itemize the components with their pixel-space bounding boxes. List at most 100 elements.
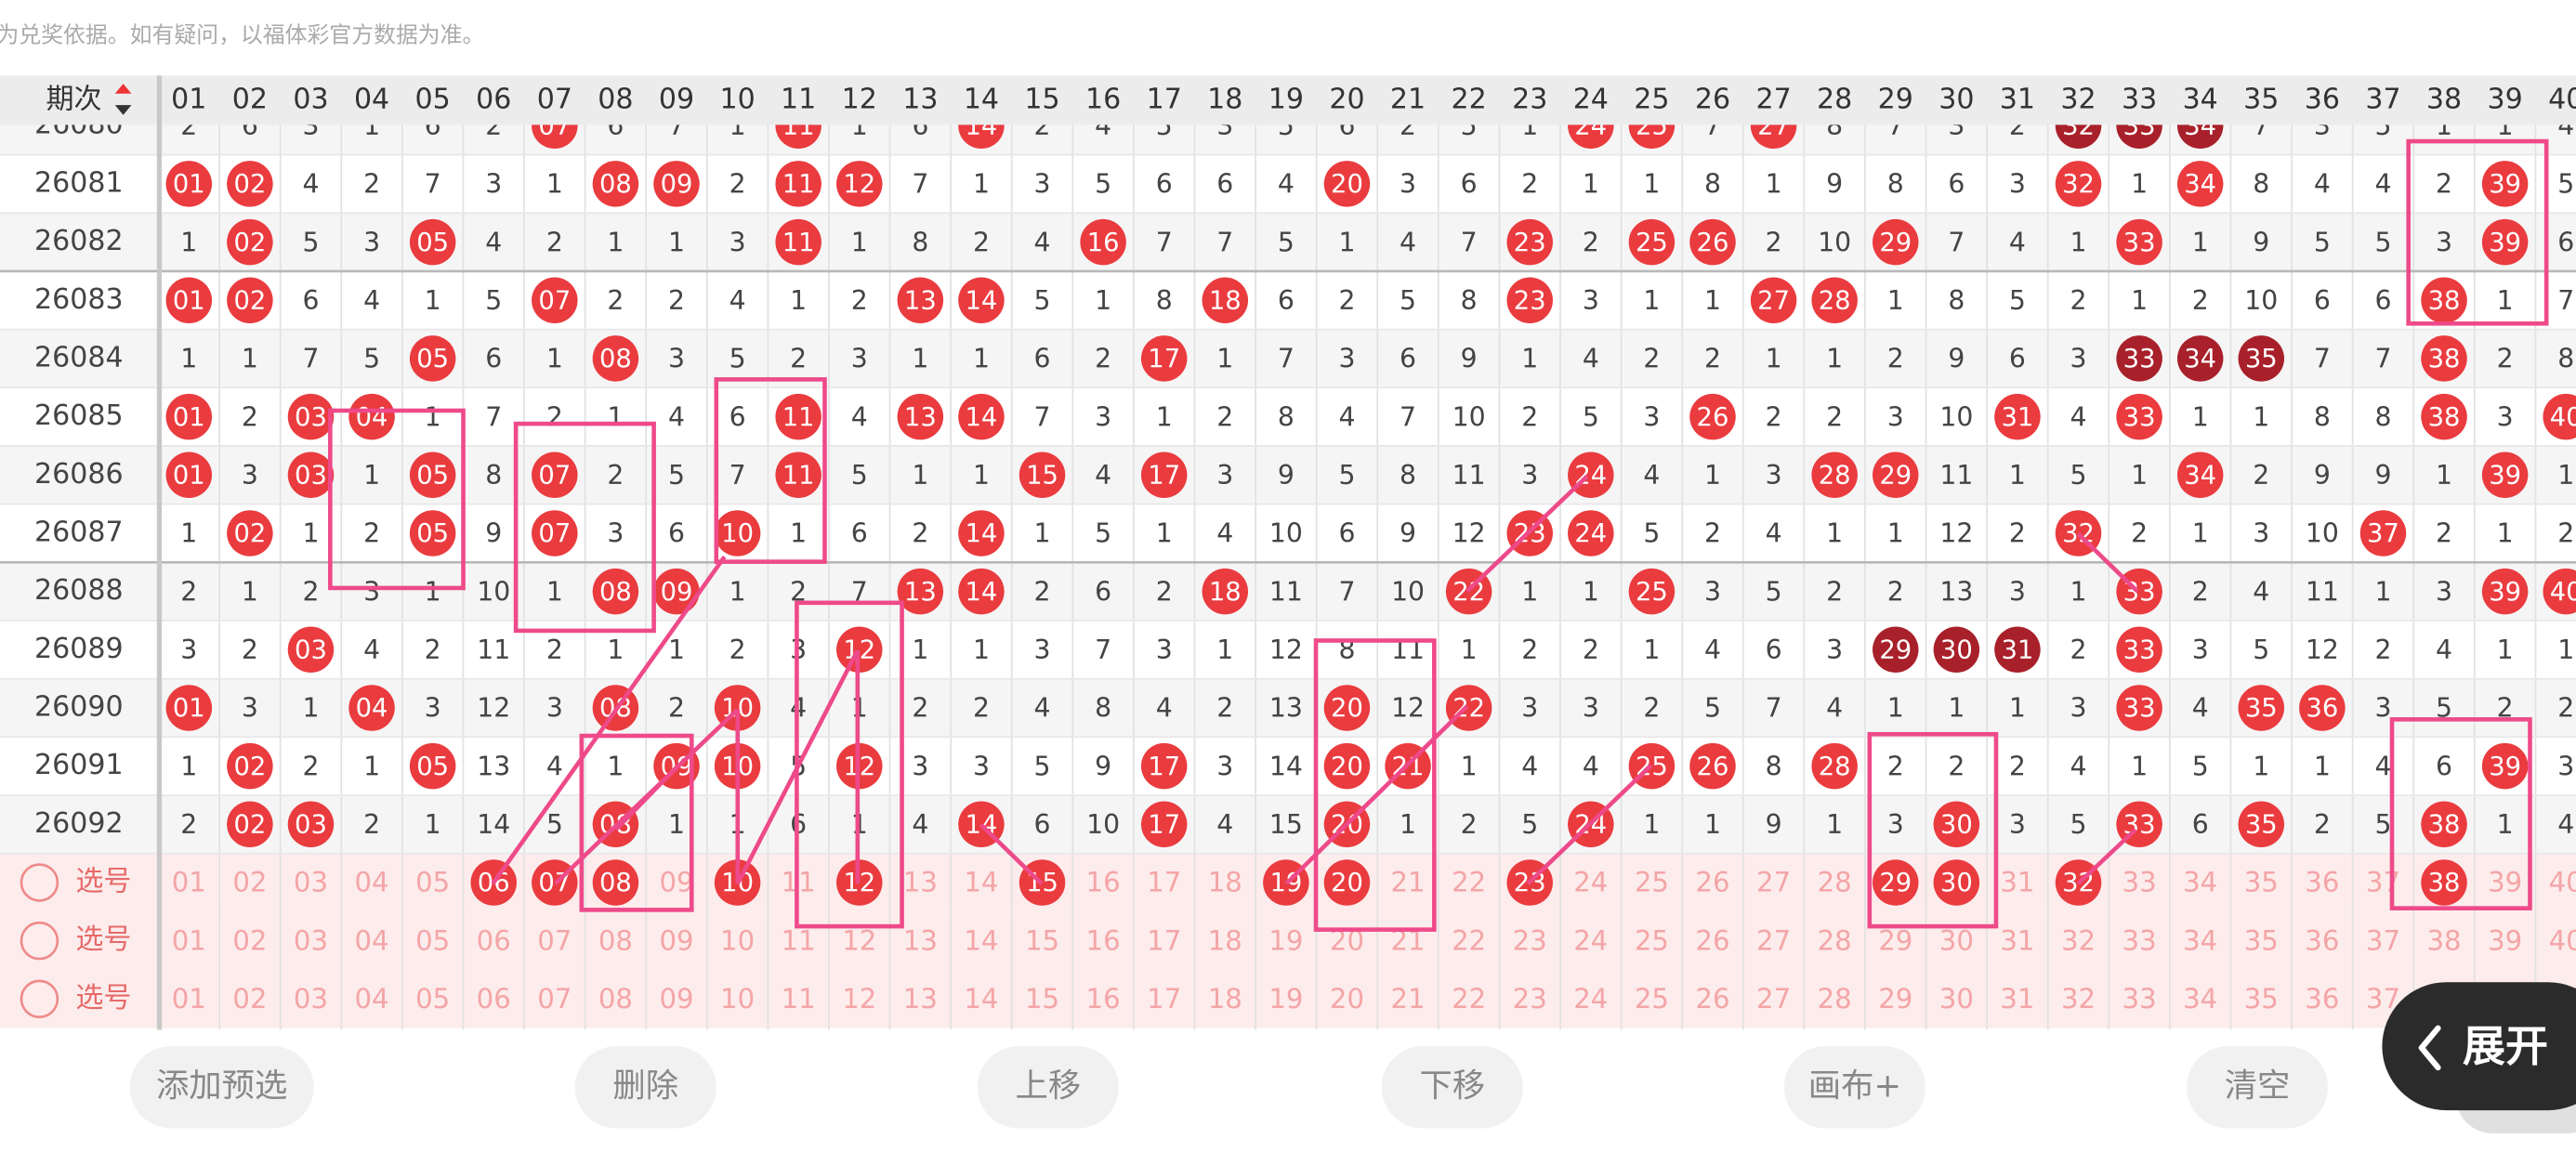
select-number[interactable]: 40 [2549, 924, 2576, 956]
select-number[interactable]: 30 [1940, 869, 1973, 897]
select-number[interactable]: 32 [2061, 924, 2096, 956]
select-number[interactable]: 08 [599, 869, 632, 897]
select-number[interactable]: 14 [964, 867, 998, 898]
select-number[interactable]: 23 [1513, 983, 1547, 1015]
select-number[interactable]: 27 [1756, 983, 1791, 1015]
select-number[interactable]: 27 [1756, 924, 1791, 956]
select-number[interactable]: 27 [1756, 867, 1791, 898]
toolbar-button-label[interactable]: 添加预选 [156, 1067, 287, 1105]
select-number[interactable]: 08 [598, 924, 633, 956]
toolbar-button-label[interactable]: 下移 [1419, 1067, 1485, 1105]
select-number[interactable]: 12 [842, 983, 876, 1015]
select-number[interactable]: 24 [1573, 983, 1608, 1015]
select-number[interactable]: 15 [1025, 983, 1059, 1015]
select-number[interactable]: 03 [294, 867, 328, 898]
select-number[interactable]: 05 [415, 983, 450, 1015]
select-number[interactable]: 06 [477, 924, 511, 956]
select-number[interactable]: 09 [659, 924, 693, 956]
toolbar-button[interactable] [574, 1046, 716, 1129]
select-number[interactable]: 20 [1330, 983, 1364, 1015]
select-number[interactable]: 19 [1268, 924, 1303, 956]
select-number[interactable]: 18 [1208, 867, 1242, 898]
select-number[interactable]: 16 [1086, 983, 1121, 1015]
select-number[interactable]: 17 [1147, 983, 1181, 1015]
select-number[interactable]: 04 [355, 867, 389, 898]
toolbar-button[interactable] [977, 1046, 1119, 1129]
select-number[interactable]: 36 [2305, 924, 2339, 956]
toolbar-button-label[interactable]: 清空 [2225, 1067, 2291, 1105]
select-number[interactable]: 28 [1818, 867, 1852, 898]
select-number[interactable]: 22 [1452, 867, 1486, 898]
toolbar-button[interactable] [1381, 1046, 1523, 1129]
select-number[interactable]: 37 [2366, 924, 2400, 956]
select-number[interactable]: 09 [659, 867, 693, 898]
select-number[interactable]: 34 [2183, 924, 2217, 956]
toolbar-button-label[interactable]: 上移 [1016, 1067, 1082, 1105]
select-number[interactable]: 12 [842, 924, 876, 956]
select-number[interactable]: 13 [903, 924, 938, 956]
select-number[interactable]: 13 [903, 867, 938, 898]
select-number[interactable]: 17 [1147, 924, 1181, 956]
toolbar-button[interactable] [2187, 1046, 2329, 1129]
select-radio[interactable] [20, 979, 59, 1019]
select-number[interactable]: 25 [1635, 867, 1669, 898]
select-number[interactable]: 24 [1573, 867, 1608, 898]
select-radio[interactable] [20, 921, 59, 961]
select-number[interactable]: 01 [172, 924, 206, 956]
select-number[interactable]: 01 [172, 867, 206, 898]
select-number[interactable]: 18 [1208, 983, 1242, 1015]
select-number[interactable]: 36 [2305, 867, 2339, 898]
select-number[interactable]: 25 [1635, 983, 1669, 1015]
select-number[interactable]: 40 [2549, 867, 2576, 898]
select-number[interactable]: 22 [1452, 924, 1486, 956]
select-number[interactable]: 22 [1452, 983, 1486, 1015]
select-number[interactable]: 30 [1939, 983, 1974, 1015]
select-number[interactable]: 14 [964, 983, 998, 1015]
toolbar-button-label[interactable]: 画布+ [1808, 1067, 1901, 1105]
select-number[interactable]: 23 [1513, 924, 1547, 956]
select-number[interactable]: 21 [1390, 867, 1425, 898]
select-number[interactable]: 34 [2183, 867, 2217, 898]
select-number[interactable]: 21 [1390, 983, 1425, 1015]
select-number[interactable]: 10 [720, 983, 755, 1015]
toolbar-button[interactable] [1783, 1046, 1925, 1129]
select-number[interactable]: 05 [415, 867, 450, 898]
select-number[interactable]: 31 [2000, 983, 2034, 1015]
select-number[interactable]: 05 [415, 924, 450, 956]
select-number[interactable]: 04 [355, 983, 389, 1015]
select-number[interactable]: 26 [1695, 924, 1729, 956]
toolbar-button[interactable] [129, 1046, 314, 1129]
select-number[interactable]: 03 [294, 924, 328, 956]
select-number[interactable]: 29 [1878, 983, 1912, 1015]
select-number[interactable]: 30 [1939, 924, 1974, 956]
select-number[interactable]: 36 [2305, 983, 2339, 1015]
select-number[interactable]: 15 [1025, 924, 1059, 956]
select-number[interactable]: 33 [2123, 867, 2157, 898]
issue-header[interactable]: 期次 [46, 83, 101, 115]
select-number[interactable]: 32 [2061, 983, 2096, 1015]
select-number[interactable]: 10 [720, 924, 755, 956]
select-number[interactable]: 35 [2244, 924, 2279, 956]
select-number[interactable]: 31 [2000, 924, 2034, 956]
select-number[interactable]: 35 [2244, 983, 2279, 1015]
select-number[interactable]: 09 [659, 983, 693, 1015]
select-number[interactable]: 03 [294, 983, 328, 1015]
select-number[interactable]: 16 [1086, 867, 1121, 898]
toolbar-button-label[interactable]: 删除 [612, 1067, 678, 1105]
select-number[interactable]: 01 [172, 983, 206, 1015]
select-number[interactable]: 26 [1695, 983, 1729, 1015]
select-number[interactable]: 07 [537, 983, 572, 1015]
select-number[interactable]: 37 [2366, 867, 2400, 898]
select-number[interactable]: 34 [2183, 983, 2217, 1015]
select-number[interactable]: 08 [598, 983, 633, 1015]
select-number[interactable]: 33 [2123, 924, 2157, 956]
select-number[interactable]: 20 [1331, 869, 1363, 897]
select-number[interactable]: 29 [1878, 924, 1912, 956]
select-number[interactable]: 02 [232, 867, 267, 898]
select-number[interactable]: 24 [1573, 924, 1608, 956]
select-number[interactable]: 13 [903, 983, 938, 1015]
select-number[interactable]: 19 [1268, 983, 1303, 1015]
select-number[interactable]: 26 [1695, 867, 1729, 898]
select-number[interactable]: 25 [1635, 924, 1669, 956]
select-number[interactable]: 31 [2000, 867, 2034, 898]
